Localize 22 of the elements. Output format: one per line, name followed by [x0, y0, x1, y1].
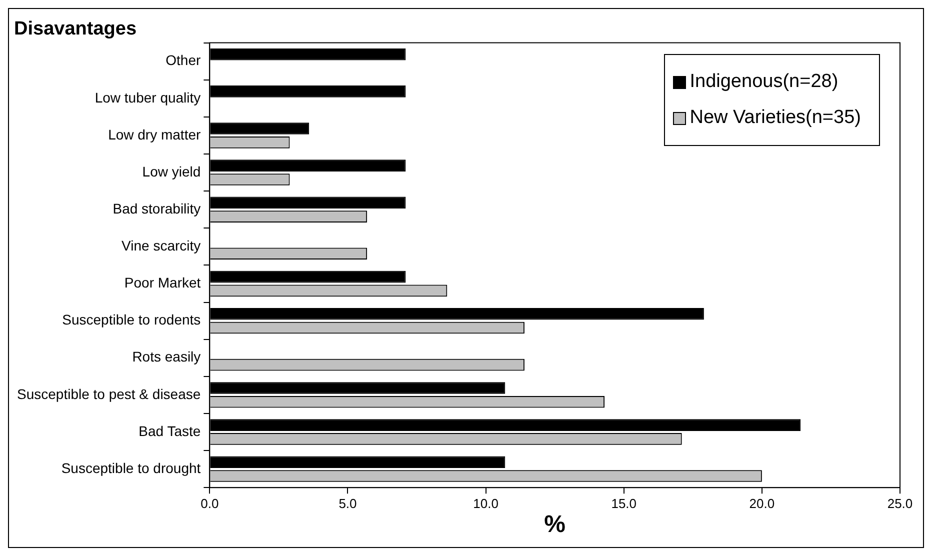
y-tick-label: Vine scarcity	[122, 238, 201, 254]
y-tick-label: Poor Market	[124, 274, 201, 291]
x-tick-label: 5.0	[338, 496, 357, 511]
y-tick-label: Low dry matter	[108, 126, 201, 142]
x-tick-label: 25.0	[887, 496, 913, 511]
y-tick-label: Susceptible to rodents	[62, 312, 201, 328]
legend-label: Indigenous(n=28)	[690, 71, 838, 93]
y-tick-label: Low tuber quality	[94, 89, 201, 106]
y-tick-label: Low yield	[142, 163, 201, 180]
y-tick-label: Bad Taste	[138, 422, 201, 439]
x-tick-label: 10.0	[473, 496, 498, 511]
y-tick-label: Susceptible to drought	[61, 460, 201, 476]
y-tick-label: Rots easily	[132, 348, 201, 365]
x-axis-title: %	[544, 511, 566, 538]
x-tick-label: 20.0	[749, 496, 775, 511]
y-tick-label: Bad storability	[112, 200, 201, 216]
legend-label: New Varieties(n=35)	[690, 107, 861, 129]
x-tick-label: 15.0	[611, 496, 637, 511]
y-tick-label: Other	[166, 52, 202, 68]
y-tick-label: Susceptible to pest & disease	[16, 386, 201, 402]
chart-title: Disavantages	[14, 18, 137, 40]
x-tick-label: 0.0	[200, 496, 219, 511]
